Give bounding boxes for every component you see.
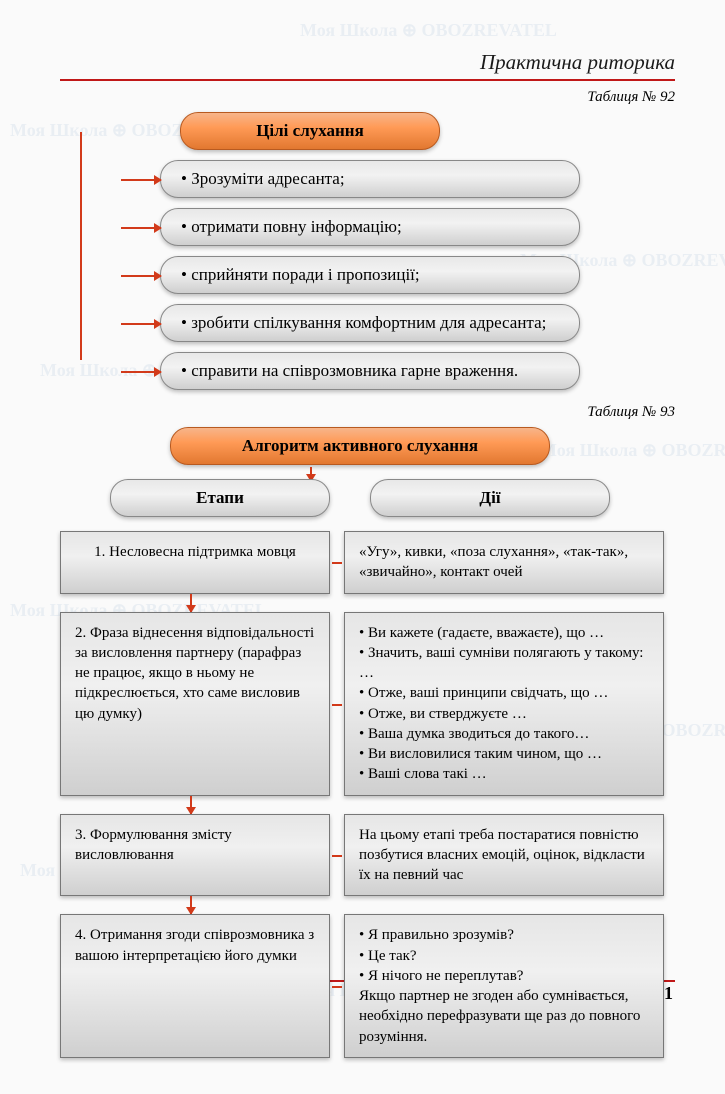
stage-box: 3. Формулювання змісту висловлювання <box>60 814 330 897</box>
goal-text: • отримати повну інформацію; <box>181 217 402 236</box>
goal-item: • зробити спілкування комфортним для адр… <box>160 304 580 342</box>
connector-arrow <box>121 179 161 181</box>
col-header-actions: Дії <box>370 479 610 517</box>
algo-row: 1. Несловесна підтримка мовця «Угу», кив… <box>60 531 675 594</box>
header-rule <box>60 79 675 81</box>
actions-box: • Ви кажете (гадаєте, вважаєте), що … • … <box>344 612 664 796</box>
diagram-algorithm: Таблиця № 93 Алгоритм активного слухання… <box>60 404 675 1058</box>
connector-spine <box>80 132 82 360</box>
table-label-92: Таблиця № 92 <box>60 89 675 106</box>
connector-arrow <box>121 227 161 229</box>
algo-row: 3. Формулювання змісту висловлювання На … <box>60 814 675 897</box>
stage-box: 1. Несловесна підтримка мовця <box>60 531 330 594</box>
connector-arrow <box>121 371 161 373</box>
goal-item: • справити на співрозмовника гарне враже… <box>160 352 580 390</box>
algo-row: 4. Отримання згоди співрозмовника з вашо… <box>60 914 675 1058</box>
goal-text: • справити на співрозмовника гарне враже… <box>181 361 518 380</box>
connector-down <box>190 796 192 814</box>
column-headers: Етапи Дії <box>60 479 675 517</box>
goal-item: • сприйняти поради і пропозиції; <box>160 256 580 294</box>
algorithm-title-pill: Алгоритм активного слухання <box>170 427 550 465</box>
connector-h <box>332 986 342 988</box>
page-content: Практична риторика Таблиця № 92 Цілі слу… <box>0 0 725 1094</box>
goals-title-pill: Цілі слухання <box>180 112 440 150</box>
connector-down <box>190 594 192 612</box>
stage-box: 2. Фраза віднесення відповідальності за … <box>60 612 330 796</box>
goal-item: • отримати повну інформацію; <box>160 208 580 246</box>
connector-arrow <box>121 323 161 325</box>
goal-item: • Зрозуміти адресанта; <box>160 160 580 198</box>
actions-box: • Я правильно зрозумів? • Це так? • Я ні… <box>344 914 664 1058</box>
actions-box: На цьому етапі треба постаратися повніст… <box>344 814 664 897</box>
connector-h <box>332 704 342 706</box>
goal-text: • сприйняти поради і пропозиції; <box>181 265 420 284</box>
connector-arrow <box>121 275 161 277</box>
table-label-93: Таблиця № 93 <box>60 404 675 421</box>
connector-h <box>332 855 342 857</box>
diagram-goals: Цілі слухання • Зрозуміти адресанта; • о… <box>60 112 675 390</box>
goal-text: • Зрозуміти адресанта; <box>181 169 345 188</box>
actions-box: «Угу», кивки, «поза слухання», «так-так»… <box>344 531 664 594</box>
connector-down <box>190 896 192 914</box>
col-header-stages: Етапи <box>110 479 330 517</box>
stage-box: 4. Отримання згоди співрозмовника з вашо… <box>60 914 330 1058</box>
goal-text: • зробити спілкування комфортним для адр… <box>181 313 546 332</box>
connector-h <box>332 562 342 564</box>
page-title: Практична риторика <box>60 50 675 75</box>
algo-row: 2. Фраза віднесення відповідальності за … <box>60 612 675 796</box>
